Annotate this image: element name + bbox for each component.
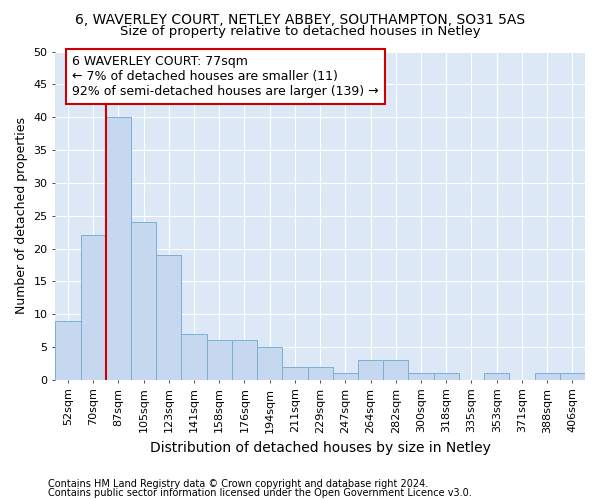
Bar [55,321,80,380]
Bar [358,360,383,380]
Bar [80,236,106,380]
Text: Contains HM Land Registry data © Crown copyright and database right 2024.: Contains HM Land Registry data © Crown c… [48,479,428,489]
Bar [308,367,333,380]
Bar [434,374,459,380]
Y-axis label: Number of detached properties: Number of detached properties [15,117,28,314]
Bar [409,374,434,380]
Text: Contains public sector information licensed under the Open Government Licence v3: Contains public sector information licen… [48,488,472,498]
Bar [257,347,283,380]
Bar [206,340,232,380]
Bar [106,117,131,380]
Text: 6, WAVERLEY COURT, NETLEY ABBEY, SOUTHAMPTON, SO31 5AS: 6, WAVERLEY COURT, NETLEY ABBEY, SOUTHAM… [75,12,525,26]
Bar [333,374,358,380]
Bar [484,374,509,380]
Bar [383,360,409,380]
Bar [560,374,585,380]
Bar [283,367,308,380]
Bar [156,255,181,380]
Bar [535,374,560,380]
Bar [131,222,156,380]
X-axis label: Distribution of detached houses by size in Netley: Distribution of detached houses by size … [150,441,491,455]
Text: Size of property relative to detached houses in Netley: Size of property relative to detached ho… [119,25,481,38]
Text: 6 WAVERLEY COURT: 77sqm
← 7% of detached houses are smaller (11)
92% of semi-det: 6 WAVERLEY COURT: 77sqm ← 7% of detached… [73,55,379,98]
Bar [232,340,257,380]
Bar [181,334,206,380]
